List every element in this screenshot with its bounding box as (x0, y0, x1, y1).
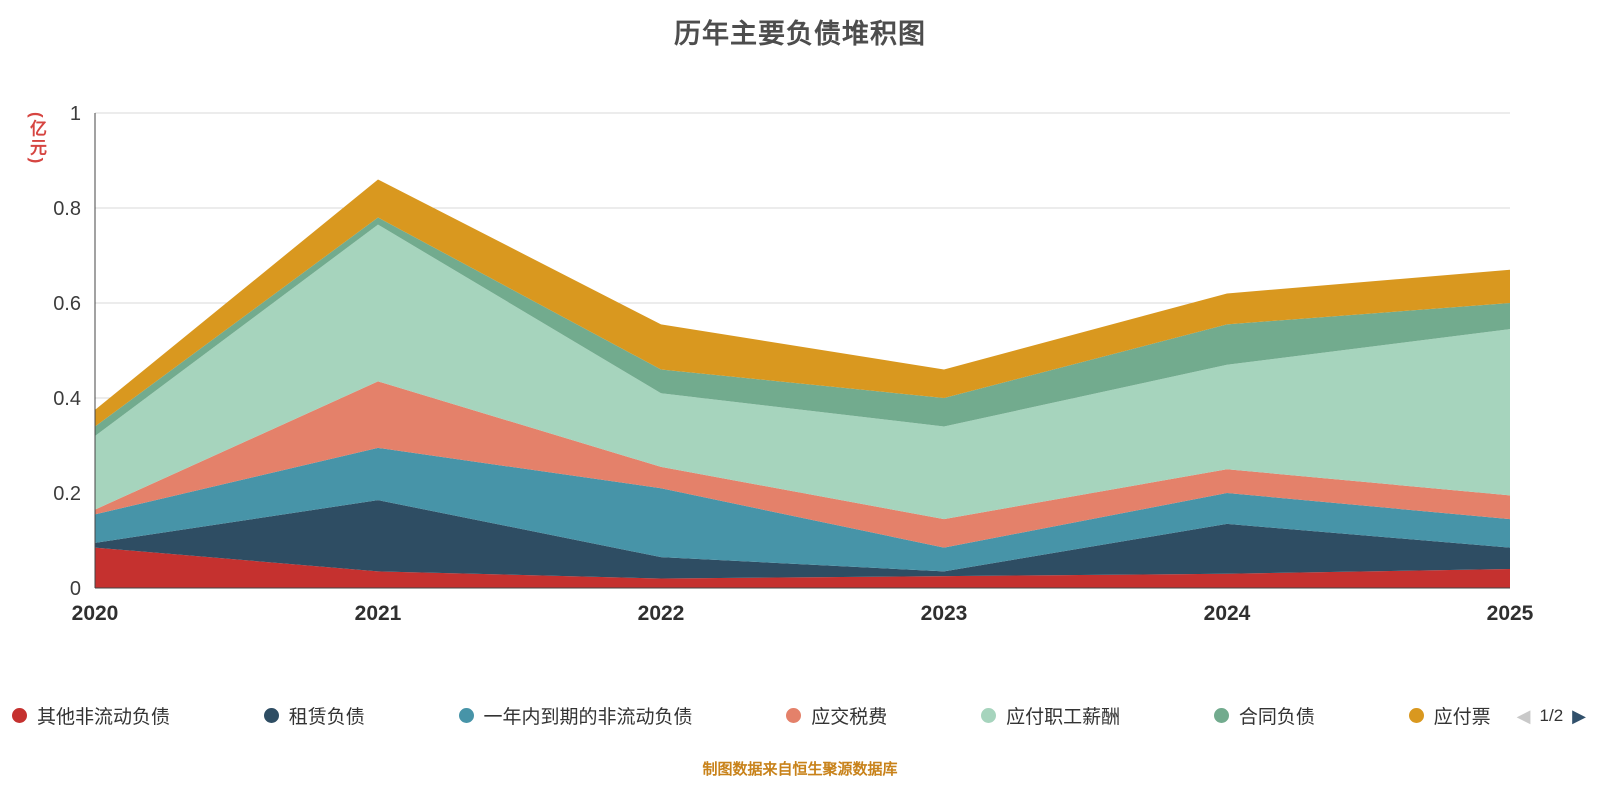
legend-item-6[interactable]: 应付票 (1408, 702, 1491, 729)
legend-label: 应交税费 (811, 707, 888, 728)
legend-label: 应付职工薪酬 (1006, 707, 1121, 728)
area-band-2 (95, 447, 1510, 572)
y-tick-label: 0.8 (53, 198, 81, 220)
legend-swatch-icon (1213, 708, 1229, 723)
legend-swatch-icon (786, 708, 802, 723)
data-source-note: 制图数据来自恒生聚源数据库 (702, 761, 898, 778)
legend-item-4[interactable]: 应付职工薪酬 (981, 702, 1120, 729)
legend-swatch-icon (981, 708, 997, 723)
legend-label: 一年内到期的非流动负债 (483, 707, 693, 728)
legend-items: 其他非流动负债 租赁负债 一年内到期的非流动负债 应交税费 应付职工薪酬 合同负债 应付票 (12, 702, 1491, 729)
y-tick-label: 0.2 (53, 483, 81, 505)
y-tick-label: 1 (70, 103, 81, 125)
x-tick-label: 2025 (1487, 602, 1534, 625)
legend-swatch-icon (12, 708, 27, 723)
legend-swatch-icon (1408, 708, 1424, 723)
legend-next-icon[interactable]: ▶ (1572, 705, 1586, 726)
x-tick-label: 2020 (72, 602, 119, 625)
x-tick-label: 2022 (638, 602, 685, 625)
y-axis-unit-label: (亿元) (27, 112, 46, 166)
legend-prev-icon[interactable]: ◀ (1516, 705, 1531, 726)
legend-label: 合同负债 (1238, 707, 1315, 728)
legend-swatch-icon (458, 708, 474, 723)
y-tick-label: 0 (70, 578, 81, 600)
y-tick-label: 0.4 (53, 388, 81, 410)
area-band-4 (95, 224, 1510, 520)
legend-item-0[interactable]: 其他非流动负债 (12, 702, 170, 729)
x-tick-label: 2021 (355, 602, 402, 625)
area-band-5 (95, 217, 1510, 436)
x-tick-label: 2023 (921, 602, 968, 625)
chart-title: 历年主要负债堆积图 (674, 19, 926, 49)
legend-item-5[interactable]: 合同负债 (1213, 702, 1315, 729)
legend-label: 租赁负债 (288, 707, 365, 728)
stacked-area-chart: 0 0.2 0.4 0.6 0.8 1 2020 2021 2022 2023 2024 2025 (53, 103, 1534, 625)
legend-page-indicator: 1/2 (1539, 705, 1564, 725)
area-band-0 (95, 547, 1510, 588)
area-band-3 (95, 381, 1510, 548)
legend-pagination: ◀ 1/2 ▶ (1517, 706, 1586, 726)
legend-label: 其他非流动负债 (37, 707, 171, 728)
area-band-1 (95, 500, 1510, 579)
legend-item-2[interactable]: 一年内到期的非流动负债 (458, 702, 693, 729)
legend: 其他非流动负债 租赁负债 一年内到期的非流动负债 应交税费 应付职工薪酬 合同负债 应付票 … (12, 702, 1586, 729)
legend-swatch-icon (263, 708, 279, 723)
x-tick-label: 2024 (1204, 602, 1251, 625)
legend-item-1[interactable]: 租赁负债 (263, 702, 365, 729)
area-band-6 (95, 179, 1510, 427)
legend-item-3[interactable]: 应交税费 (786, 702, 887, 729)
legend-label: 应付票 (1433, 707, 1491, 728)
y-tick-label: 0.6 (53, 293, 81, 315)
